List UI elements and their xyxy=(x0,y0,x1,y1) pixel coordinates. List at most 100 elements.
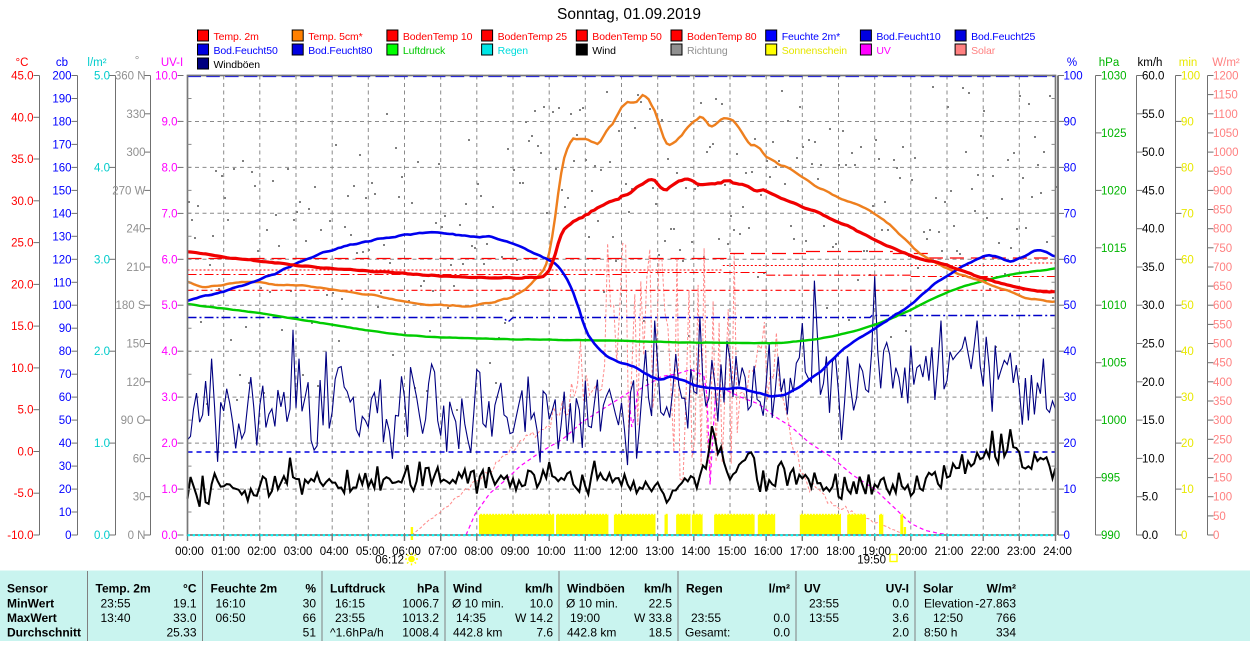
svg-text:10.0: 10.0 xyxy=(530,596,554,610)
svg-text:40.0: 40.0 xyxy=(11,112,33,124)
svg-text:40: 40 xyxy=(1181,346,1194,358)
svg-text:25.0: 25.0 xyxy=(1142,339,1164,351)
svg-text:442.8 km: 442.8 km xyxy=(453,626,502,640)
svg-text:Durchschnitt: Durchschnitt xyxy=(7,626,81,640)
svg-text:0: 0 xyxy=(1181,530,1187,542)
svg-text:240: 240 xyxy=(126,224,145,236)
svg-text:80: 80 xyxy=(59,346,72,358)
svg-text:450: 450 xyxy=(1213,358,1232,370)
svg-text:Bod.Feucht25: Bod.Feucht25 xyxy=(971,31,1035,43)
svg-text:UV: UV xyxy=(804,582,821,596)
svg-text:40: 40 xyxy=(59,438,72,450)
svg-text:km/h: km/h xyxy=(525,582,553,596)
svg-text:300: 300 xyxy=(1213,415,1232,427)
svg-text:250: 250 xyxy=(1213,434,1232,446)
svg-text:19:00: 19:00 xyxy=(570,611,600,625)
svg-text:23:55: 23:55 xyxy=(809,596,839,610)
svg-text:0: 0 xyxy=(65,530,71,542)
svg-text:14:00: 14:00 xyxy=(681,546,710,558)
svg-text:0.0: 0.0 xyxy=(162,530,178,542)
svg-text:Elevation: Elevation xyxy=(924,596,973,610)
svg-text:5.0: 5.0 xyxy=(18,405,34,417)
svg-text:0: 0 xyxy=(1064,530,1070,542)
svg-text:1100: 1100 xyxy=(1213,109,1238,121)
svg-text:30: 30 xyxy=(1181,392,1194,404)
svg-text:0.0: 0.0 xyxy=(773,611,790,625)
svg-text:12:00: 12:00 xyxy=(609,546,638,558)
svg-text:20: 20 xyxy=(1064,438,1077,450)
svg-text:850: 850 xyxy=(1213,205,1232,217)
svg-text:160: 160 xyxy=(52,162,71,174)
svg-text:18:00: 18:00 xyxy=(826,546,855,558)
svg-text:Wind: Wind xyxy=(453,582,482,596)
svg-text:07:00: 07:00 xyxy=(428,546,457,558)
svg-text:3.6: 3.6 xyxy=(892,611,909,625)
svg-text:200: 200 xyxy=(52,71,71,83)
svg-text:BodenTemp 50: BodenTemp 50 xyxy=(592,31,662,43)
svg-text:3.0: 3.0 xyxy=(162,392,178,404)
svg-text:100: 100 xyxy=(1213,492,1232,504)
svg-text:442.8 km: 442.8 km xyxy=(567,626,616,640)
svg-text:BodenTemp 10: BodenTemp 10 xyxy=(403,31,473,43)
svg-text:Ø 10 min.: Ø 10 min. xyxy=(452,596,504,610)
svg-text:10.0: 10.0 xyxy=(1142,453,1164,465)
svg-text:400: 400 xyxy=(1213,377,1232,389)
svg-text:35.0: 35.0 xyxy=(11,154,33,166)
svg-text:19:50: 19:50 xyxy=(857,555,886,567)
svg-text:cb: cb xyxy=(56,57,68,69)
svg-text:8:50 h: 8:50 h xyxy=(924,626,957,640)
svg-text:03:00: 03:00 xyxy=(284,546,313,558)
svg-text:UV-I: UV-I xyxy=(886,582,909,596)
svg-text:22.5: 22.5 xyxy=(649,596,673,610)
svg-text:1.0: 1.0 xyxy=(94,438,110,450)
svg-text:-5.0: -5.0 xyxy=(14,488,34,500)
svg-text:MaxWert: MaxWert xyxy=(7,611,57,625)
svg-text:700: 700 xyxy=(1213,262,1232,274)
svg-text:35.0: 35.0 xyxy=(1142,262,1164,274)
svg-text:km/h: km/h xyxy=(644,582,672,596)
svg-text:50: 50 xyxy=(1064,300,1077,312)
svg-text:23:55: 23:55 xyxy=(335,611,365,625)
svg-text:02:00: 02:00 xyxy=(247,546,276,558)
svg-text:Bod.Feucht50: Bod.Feucht50 xyxy=(214,45,278,57)
svg-text:06:50: 06:50 xyxy=(216,611,246,625)
svg-text:05:00: 05:00 xyxy=(356,546,385,558)
svg-text:0.0: 0.0 xyxy=(1142,530,1158,542)
svg-text:16:10: 16:10 xyxy=(216,596,246,610)
svg-text:90: 90 xyxy=(1064,116,1077,128)
svg-text:80: 80 xyxy=(1064,162,1077,174)
svg-text:Feuchte 2m: Feuchte 2m xyxy=(211,582,278,596)
svg-text:-27.863: -27.863 xyxy=(975,596,1016,610)
svg-text:1005: 1005 xyxy=(1101,358,1127,370)
svg-text:4.0: 4.0 xyxy=(94,162,110,174)
svg-text:15.0: 15.0 xyxy=(1142,415,1164,427)
svg-text:10: 10 xyxy=(59,507,72,519)
svg-text:BodenTemp 25: BodenTemp 25 xyxy=(498,31,568,43)
svg-text:hPa: hPa xyxy=(1099,57,1120,69)
svg-text:9.0: 9.0 xyxy=(162,116,178,128)
svg-text:Windböen: Windböen xyxy=(567,582,625,596)
svg-text:60: 60 xyxy=(1181,254,1194,266)
svg-text:Temp. 5cm*: Temp. 5cm* xyxy=(308,31,362,43)
svg-text:20.0: 20.0 xyxy=(1142,377,1164,389)
svg-text:1200: 1200 xyxy=(1213,71,1239,83)
svg-text:06:12: 06:12 xyxy=(375,555,404,567)
svg-text:Regen: Regen xyxy=(498,45,529,57)
svg-text:20: 20 xyxy=(59,484,72,496)
svg-text:18.5: 18.5 xyxy=(649,626,673,640)
svg-text:350: 350 xyxy=(1213,396,1232,408)
svg-text:50.0: 50.0 xyxy=(1142,147,1164,159)
svg-text:24:00: 24:00 xyxy=(1043,546,1072,558)
svg-text:Bod.Feucht10: Bod.Feucht10 xyxy=(876,31,940,43)
svg-text:150: 150 xyxy=(52,185,71,197)
svg-text:2.0: 2.0 xyxy=(94,346,110,358)
svg-text:°C: °C xyxy=(16,57,29,69)
svg-text:1025: 1025 xyxy=(1101,128,1127,140)
svg-text:900: 900 xyxy=(1213,185,1232,197)
svg-text:04:00: 04:00 xyxy=(320,546,349,558)
svg-text:Windböen: Windböen xyxy=(214,59,261,71)
svg-text:0.0: 0.0 xyxy=(892,596,909,610)
svg-text:14:35: 14:35 xyxy=(456,611,486,625)
svg-text:13:55: 13:55 xyxy=(809,611,839,625)
svg-text:330: 330 xyxy=(126,109,145,121)
